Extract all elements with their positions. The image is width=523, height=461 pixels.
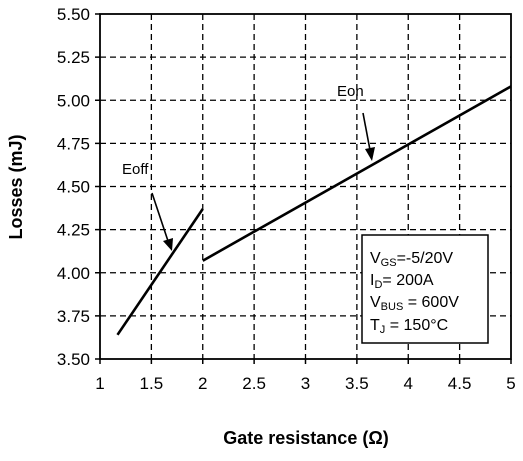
- x-tick-label: 5: [506, 374, 515, 393]
- y-tick-label: 3.75: [57, 307, 90, 326]
- grid-layer: [100, 14, 511, 359]
- conditions-box: VGS=-5/20V ID= 200A VBUS = 600V TJ = 150…: [361, 234, 489, 344]
- x-tick-label: 3.5: [345, 374, 369, 393]
- condition-vgs: VGS=-5/20V: [370, 250, 453, 269]
- series-label-eon: Eon: [337, 83, 364, 100]
- condition-tj: TJ = 150°C: [370, 317, 448, 336]
- series-line-eoff: [116, 208, 204, 336]
- conditions-frame: [361, 234, 489, 344]
- eon-arrow-shaft: [362, 112, 371, 151]
- y-tick-label: 4.25: [57, 221, 90, 240]
- series-layer: [116, 85, 512, 336]
- x-tick-label: 2: [198, 374, 207, 393]
- y-tick-label: 4.50: [57, 178, 90, 197]
- x-axis-title: Gate resistance (Ω): [223, 428, 389, 448]
- x-tick-label: 3: [301, 374, 310, 393]
- series-line-eon: [202, 85, 512, 262]
- x-tick-label: 1.5: [140, 374, 164, 393]
- x-tick-label: 4: [404, 374, 413, 393]
- x-tick-label: 1: [95, 374, 104, 393]
- condition-vbus: VBUS = 600V: [370, 294, 459, 313]
- y-tick-label: 5.25: [57, 48, 90, 67]
- y-axis-title: Losses (mJ): [6, 134, 26, 239]
- y-tick-label: 3.50: [57, 350, 90, 369]
- series-label-eoff: Eoff: [122, 161, 149, 178]
- y-tick-label: 5.50: [57, 5, 90, 24]
- eoff-arrow-head: [163, 238, 173, 251]
- x-tick-label: 2.5: [242, 374, 266, 393]
- tick-layer: 1 1.5 2 2.5 3 3.5 4 4.5 5 3.50 3.75 4.00 4.25 4.50 4.7…: [57, 5, 516, 393]
- eoff-arrow-shaft: [151, 192, 169, 242]
- y-tick-label: 4.75: [57, 134, 90, 153]
- condition-id: ID= 200A: [370, 272, 434, 291]
- y-tick-label: 4.00: [57, 264, 90, 283]
- x-tick-label: 4.5: [448, 374, 472, 393]
- eon-arrow-head: [365, 147, 375, 161]
- y-tick-label: 5.00: [57, 91, 90, 110]
